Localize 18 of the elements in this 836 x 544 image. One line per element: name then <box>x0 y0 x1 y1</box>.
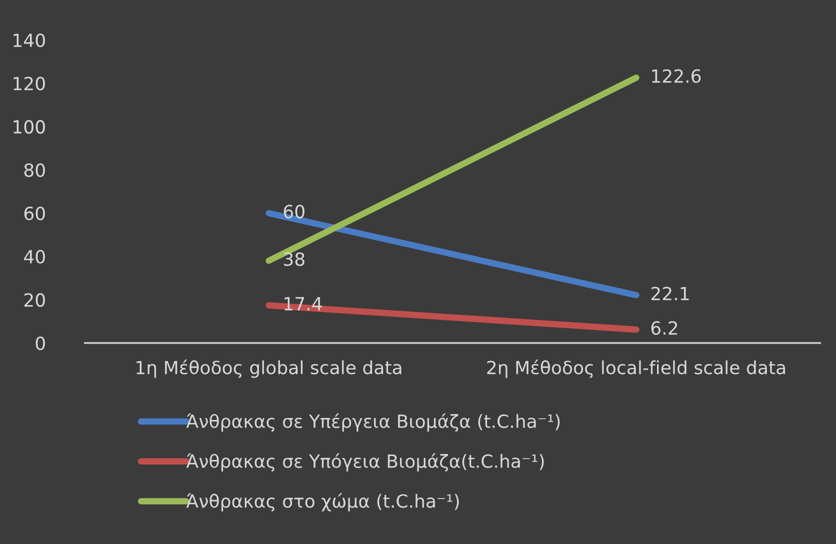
legend-label: Άνθρακας στο χώμα (t.C.ha⁻¹) <box>186 493 459 512</box>
x-tick-label: 2η Μέθοδος local-field scale data <box>487 360 785 378</box>
y-tick-label: 60 <box>24 206 45 220</box>
legend-label: Άνθρακας σε Υπόγεια Βιομάζα(t.C.ha⁻¹) <box>186 453 544 472</box>
y-tick-label: 120 <box>14 76 45 90</box>
legend-label: Άνθρακας σε Υπέργεια Βιομάζα (t.C.ha⁻¹) <box>186 413 560 432</box>
y-tick-label: 40 <box>24 250 45 264</box>
y-tick-label: 140 <box>14 33 45 48</box>
y-tick-label: 80 <box>24 163 45 177</box>
data-label: 122.6 <box>652 69 701 83</box>
y-tick-label: 0 <box>36 336 45 350</box>
data-label: 6.2 <box>651 321 678 335</box>
data-label: 60 <box>284 204 304 218</box>
x-tick-label: 1η Μέθοδος global scale data <box>136 360 402 378</box>
data-label: 38 <box>284 252 304 266</box>
y-tick-label: 100 <box>14 120 45 134</box>
y-tick-label: 20 <box>24 293 45 307</box>
data-label: 22.1 <box>651 286 689 300</box>
